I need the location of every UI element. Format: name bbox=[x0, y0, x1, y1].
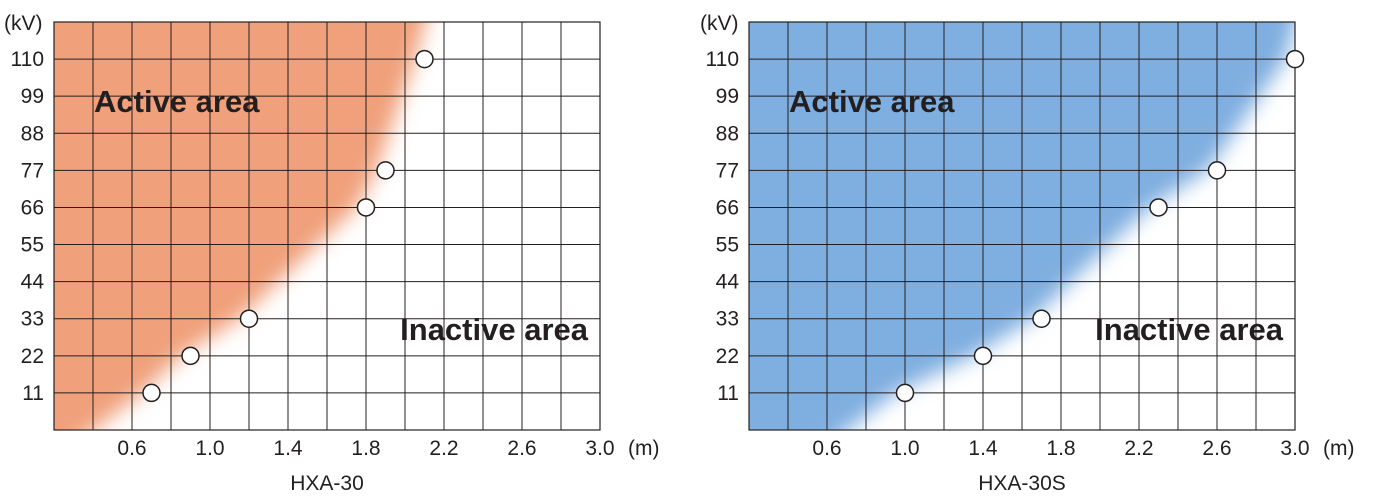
data-point-marker bbox=[239, 309, 259, 328]
x-tick-label: 3.0 bbox=[585, 437, 614, 460]
y-tick-label: 99 bbox=[716, 85, 739, 108]
x-tick-label: 1.0 bbox=[890, 437, 919, 460]
data-point-marker bbox=[376, 161, 395, 180]
data-point-marker bbox=[142, 383, 161, 403]
grid-lines bbox=[749, 22, 1295, 430]
data-points bbox=[142, 49, 434, 403]
x-tick-label: 2.6 bbox=[507, 437, 536, 460]
x-tick-label: 0.6 bbox=[117, 437, 146, 460]
x-tick-labels: 0.6 1.0 1.4 1.8 2.2 2.6 3.0 bbox=[117, 437, 614, 460]
active-area-label: Active area bbox=[789, 84, 955, 119]
y-tick-label: 66 bbox=[716, 196, 739, 219]
y-tick-label: 55 bbox=[716, 234, 739, 257]
y-tick-label: 11 bbox=[717, 382, 739, 405]
y-unit-label: (kV) bbox=[4, 12, 43, 35]
x-tick-label: 3.0 bbox=[1280, 437, 1309, 460]
x-tick-label: 1.0 bbox=[195, 437, 224, 460]
x-tick-label: 2.2 bbox=[1124, 437, 1153, 460]
chart-caption: HXA-30S bbox=[978, 472, 1066, 495]
y-tick-label: 99 bbox=[21, 85, 44, 108]
x-tick-label: 2.6 bbox=[1202, 437, 1231, 460]
inactive-area-label: Inactive area bbox=[1095, 312, 1284, 347]
data-point-marker bbox=[1032, 309, 1051, 328]
y-tick-label: 22 bbox=[21, 345, 44, 368]
active-area-label: Active area bbox=[94, 84, 260, 119]
x-unit-label: (m) bbox=[628, 437, 659, 460]
grid-lines bbox=[54, 22, 600, 430]
x-tick-label: 1.8 bbox=[351, 437, 380, 460]
x-tick-label: 0.6 bbox=[812, 437, 841, 460]
x-tick-label: 2.2 bbox=[429, 437, 458, 460]
data-point-marker bbox=[1207, 161, 1227, 180]
x-tick-labels: 0.6 1.0 1.4 1.8 2.2 2.6 3.0 bbox=[812, 437, 1309, 460]
data-points bbox=[895, 49, 1305, 403]
active-region bbox=[54, 22, 426, 430]
inactive-area-label: Inactive area bbox=[400, 312, 589, 347]
data-point-marker bbox=[1285, 49, 1305, 69]
y-tick-label: 11 bbox=[22, 382, 44, 405]
chart-hxa-30: 11 22 33 44 55 66 77 88 99 110 0.6 1.0 1.4 1.8 2.2 2.6… bbox=[4, 12, 659, 495]
data-point-marker bbox=[973, 346, 993, 366]
y-unit-label: (kV) bbox=[700, 12, 739, 35]
plot-frame bbox=[748, 21, 1296, 431]
data-point-marker bbox=[181, 346, 200, 366]
chart-caption: HXA-30 bbox=[290, 472, 364, 495]
x-tick-label: 1.4 bbox=[273, 437, 303, 460]
active-area-fill bbox=[54, 22, 426, 430]
plot-frame bbox=[53, 21, 601, 431]
chart-hxa-30s: 11 22 33 44 55 66 77 88 99 110 0.6 1.0 1.4 1.8 2.2 2.6… bbox=[700, 12, 1354, 495]
data-point-marker bbox=[415, 49, 434, 69]
data-point-marker bbox=[1149, 198, 1168, 217]
y-tick-label: 110 bbox=[706, 48, 739, 71]
y-tick-labels: 11 22 33 44 55 66 77 88 99 110 bbox=[11, 48, 45, 405]
y-tick-labels: 11 22 33 44 55 66 77 88 99 110 bbox=[706, 48, 740, 405]
y-tick-label: 66 bbox=[21, 196, 44, 219]
y-tick-label: 77 bbox=[716, 159, 739, 182]
y-tick-label: 88 bbox=[21, 122, 44, 145]
y-tick-label: 33 bbox=[21, 308, 44, 331]
y-tick-label: 33 bbox=[716, 308, 739, 331]
y-tick-label: 110 bbox=[11, 48, 44, 71]
x-tick-label: 1.4 bbox=[968, 437, 998, 460]
data-point-marker bbox=[895, 383, 915, 403]
y-tick-label: 22 bbox=[716, 345, 739, 368]
y-tick-label: 77 bbox=[21, 159, 44, 182]
x-unit-label: (m) bbox=[1323, 437, 1354, 460]
x-tick-label: 1.8 bbox=[1046, 437, 1075, 460]
data-point-marker bbox=[356, 198, 376, 217]
y-tick-label: 88 bbox=[716, 122, 739, 145]
y-tick-label: 44 bbox=[21, 271, 45, 294]
y-tick-label: 55 bbox=[21, 234, 44, 257]
y-tick-label: 44 bbox=[716, 271, 740, 294]
